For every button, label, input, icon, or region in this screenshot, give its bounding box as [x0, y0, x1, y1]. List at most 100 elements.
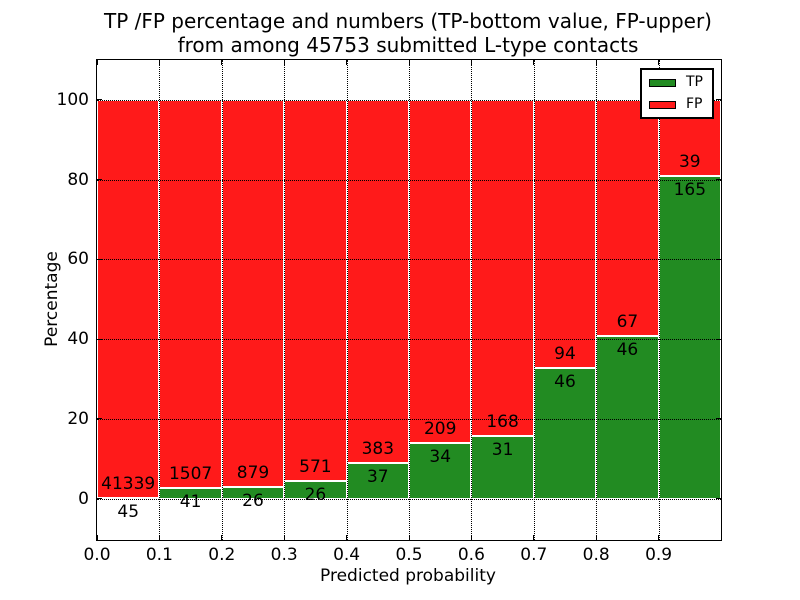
legend-item-tp: TP: [649, 75, 703, 90]
y-tick: [97, 418, 102, 420]
legend-label-tp: TP: [686, 74, 703, 90]
y-tick-right: [716, 99, 721, 101]
fp-count-label: 67: [616, 312, 639, 333]
tp-count-label: 31: [491, 440, 514, 461]
grid-vline: [159, 60, 161, 540]
x-tick-top: [595, 60, 597, 65]
grid-vline: [658, 60, 660, 540]
x-tick-top: [408, 60, 410, 65]
x-tick-top: [283, 60, 285, 65]
x-tick: [283, 535, 285, 540]
x-tick-top: [221, 60, 223, 65]
x-tick-top: [658, 60, 660, 65]
x-tick-label: 0.8: [582, 545, 610, 565]
x-tick: [346, 535, 348, 540]
bar-fp: [159, 99, 222, 488]
fp-count-label: 94: [554, 343, 576, 364]
bar-tp: [596, 336, 659, 499]
bar-tp: [471, 436, 534, 499]
tp-count-label: 46: [616, 340, 639, 361]
bar-fp: [221, 99, 285, 488]
chart-title-line1: TP /FP percentage and numbers (TP-bottom…: [104, 9, 712, 33]
grid-vline: [284, 60, 286, 540]
bar-tp: [658, 176, 721, 499]
y-tick-label: 40: [67, 329, 89, 350]
y-tick-right: [716, 498, 721, 500]
x-tick: [158, 535, 160, 540]
x-tick-top: [346, 60, 348, 65]
fp-count-label: 879: [236, 463, 270, 484]
y-tick-label: 100: [56, 89, 89, 110]
tp-count-label: 165: [673, 180, 707, 201]
x-tick-label: 0.9: [645, 545, 673, 565]
tp-count-label: 26: [304, 485, 327, 506]
fp-count-label: 1507: [168, 463, 213, 484]
x-tick-label: 0.5: [395, 545, 423, 565]
fp-swatch-icon: [649, 100, 676, 109]
fp-count-label: 41339: [101, 474, 156, 495]
bar-fp: [284, 99, 347, 482]
x-tick: [658, 535, 660, 540]
x-tick-top: [470, 60, 472, 65]
fp-count-label: 571: [299, 457, 332, 478]
grid-vline: [533, 60, 535, 540]
x-tick: [96, 535, 98, 540]
x-tick: [221, 535, 223, 540]
tp-count-label: 46: [554, 371, 576, 392]
bar-fp: [409, 99, 472, 443]
y-tick-label: 20: [67, 408, 89, 429]
tp-count-label: 34: [429, 446, 452, 467]
grid-vline: [596, 60, 598, 540]
x-tick-label: 0.1: [145, 545, 173, 565]
fp-count-label: 39: [678, 152, 701, 173]
bar-fp: [97, 99, 160, 499]
x-tick-label: 0.3: [270, 545, 298, 565]
grid-vline: [221, 60, 223, 540]
y-tick-label: 80: [67, 169, 89, 190]
bar-tp: [533, 367, 597, 499]
bar-fp: [346, 99, 409, 464]
x-tick: [408, 535, 410, 540]
x-tick-label: 0.7: [520, 545, 548, 565]
bar-fp: [533, 99, 597, 368]
chart-title: TP /FP percentage and numbers (TP-bottom…: [96, 9, 720, 57]
legend-item-fp: FP: [649, 97, 703, 112]
y-tick-right: [716, 179, 721, 181]
bar-tp: [346, 463, 409, 499]
x-tick-label: 0.6: [457, 545, 485, 565]
y-tick: [97, 99, 102, 101]
tp-count-label: 37: [366, 467, 389, 488]
fp-count-label: 209: [423, 418, 457, 439]
y-tick-label: 0: [78, 488, 89, 509]
legend-label-fp: FP: [686, 96, 703, 112]
x-tick-label: 0.4: [333, 545, 361, 565]
y-tick-label: 60: [67, 249, 89, 270]
tp-swatch-icon: [649, 78, 676, 87]
x-tick: [470, 535, 472, 540]
tp-count-label: 45: [117, 502, 140, 523]
x-tick-top: [158, 60, 160, 65]
grid-vline: [471, 60, 473, 540]
fp-count-label: 168: [486, 412, 519, 433]
tp-count-label: 41: [179, 491, 202, 512]
x-tick-label: 0.2: [208, 545, 236, 565]
legend: TP FP: [640, 68, 714, 119]
x-tick-top: [96, 60, 98, 65]
plot-area: TP FP 41339 45 1507 41 879 26 571 26 383 37 209 34 1…: [57, 59, 722, 565]
fp-count-label: 383: [361, 439, 395, 460]
grid-vline: [346, 60, 348, 540]
y-tick: [97, 338, 102, 340]
y-tick: [97, 258, 102, 260]
x-tick-label: 0.0: [83, 545, 111, 565]
bar-fp: [596, 99, 659, 337]
chart-title-line2: from among 45753 submitted L-type contac…: [177, 33, 639, 57]
y-tick: [97, 498, 102, 500]
bar-fp: [471, 99, 534, 437]
y-tick-right: [716, 338, 721, 340]
tp-count-label: 26: [242, 491, 264, 512]
x-axis-title: Predicted probability: [320, 566, 496, 586]
x-tick-top: [533, 60, 535, 65]
y-tick: [97, 179, 102, 181]
x-tick: [533, 535, 535, 540]
